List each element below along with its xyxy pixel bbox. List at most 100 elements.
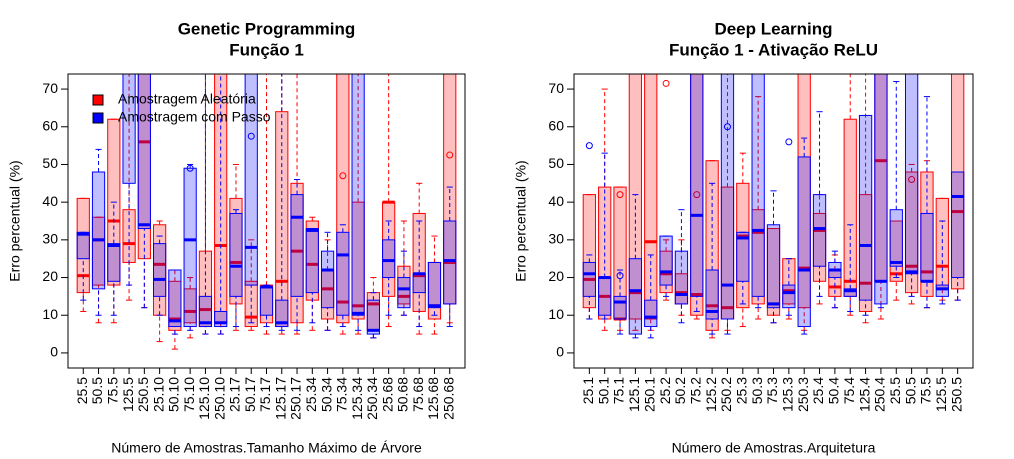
x-tick-label: 125.34 <box>349 377 365 420</box>
y-tick-label: 70 <box>42 80 58 96</box>
x-tick-label: 50.4 <box>826 377 842 404</box>
box <box>443 220 457 305</box>
outlier <box>616 191 624 199</box>
box <box>412 273 426 294</box>
box <box>107 243 121 282</box>
box <box>690 74 704 297</box>
chart-subtitle: Função 1 <box>229 40 304 59</box>
x-tick-label: 125.68 <box>425 377 441 420</box>
box <box>351 74 365 316</box>
outlier <box>693 191 701 199</box>
box <box>336 231 350 316</box>
box <box>305 228 319 294</box>
x-tick-label: 75.4 <box>841 377 857 404</box>
outlier <box>446 151 454 159</box>
box <box>843 288 857 297</box>
legend-swatch <box>92 94 104 106</box>
box <box>628 74 643 320</box>
x-tick-label: 125.17 <box>272 377 288 420</box>
box <box>812 194 827 267</box>
box <box>290 194 304 297</box>
box <box>582 261 596 297</box>
chart-title: Genetic Programming <box>178 19 356 38</box>
box <box>644 299 658 328</box>
x-tick-label: 125.5 <box>933 377 949 412</box>
outlier <box>662 79 670 87</box>
outlier <box>585 142 593 150</box>
box <box>628 258 643 335</box>
x-tick-label: 75.3 <box>764 377 780 404</box>
x-tick-label: 75.5 <box>918 377 934 404</box>
x-axis-label: Número de Amostras.Arquitetura <box>672 440 876 456</box>
outlier <box>908 176 916 184</box>
x-tick-label: 75.34 <box>334 377 350 412</box>
x-tick-label: 50.68 <box>395 377 411 412</box>
chart-title: Deep Learning <box>714 19 832 38</box>
y-axis-label: Erro percentual (%) <box>513 160 529 281</box>
box <box>397 277 411 309</box>
x-tick-label: 250.1 <box>641 377 657 412</box>
box <box>736 231 750 282</box>
outlier <box>723 123 731 131</box>
x-tick-label: 125.10 <box>196 377 212 420</box>
box <box>76 231 90 260</box>
box <box>843 118 857 297</box>
box <box>935 284 949 297</box>
x-tick-label: 125.3 <box>780 377 796 412</box>
x-tick-label: 250.34 <box>364 377 380 420</box>
box <box>797 156 811 328</box>
box <box>920 212 934 282</box>
x-tick-label: 50.1 <box>595 377 611 404</box>
y-tick-label: 60 <box>42 117 58 133</box>
x-tick-label: 75.10 <box>181 377 197 412</box>
y-tick-label: 20 <box>548 268 564 284</box>
y-tick-label: 50 <box>42 155 58 171</box>
x-tick-label: 50.5 <box>89 377 105 404</box>
y-tick-label: 40 <box>548 193 564 209</box>
box <box>705 269 719 320</box>
y-tick-label: 50 <box>548 155 564 171</box>
box <box>874 74 888 305</box>
x-tick-label: 75.1 <box>611 377 627 404</box>
box <box>782 284 796 309</box>
box <box>951 74 965 290</box>
box <box>644 74 658 320</box>
x-tick-label: 75.17 <box>257 377 273 412</box>
x-tick-label: 125.2 <box>703 377 719 412</box>
x-tick-label: 125.5 <box>120 377 136 412</box>
x-tick-label: 250.68 <box>440 377 456 420</box>
box <box>951 171 965 279</box>
x-tick-label: 75.2 <box>687 377 703 404</box>
box <box>198 295 213 328</box>
x-tick-label: 125.1 <box>626 377 642 412</box>
x-tick-label: 125.4 <box>856 377 872 412</box>
y-tick-label: 10 <box>42 306 58 322</box>
x-tick-label: 25.68 <box>379 377 395 412</box>
box <box>214 310 228 328</box>
x-tick-label: 50.3 <box>749 377 765 404</box>
plot-frame <box>573 73 974 369</box>
box <box>122 74 136 184</box>
box <box>168 269 182 328</box>
x-tick-label: 50.5 <box>902 377 918 404</box>
x-tick-label: 25.2 <box>657 377 673 404</box>
y-tick-label: 60 <box>548 117 564 133</box>
x-tick-label: 50.17 <box>242 377 258 412</box>
box <box>427 261 442 309</box>
box <box>382 239 396 279</box>
box <box>320 250 335 309</box>
legend-label: Amostragem com Passo <box>118 109 271 125</box>
y-tick-label: 20 <box>42 268 58 284</box>
x-axis-label: Número de Amostras.Tamanho Máximo de Árv… <box>111 440 422 456</box>
box <box>137 74 151 230</box>
box <box>183 167 197 328</box>
box <box>244 280 258 328</box>
y-tick-label: 30 <box>548 231 564 247</box>
x-tick-label: 50.34 <box>318 377 334 412</box>
x-tick-label: 25.10 <box>150 377 166 412</box>
x-tick-label: 25.3 <box>734 377 750 404</box>
plot-area <box>582 74 965 339</box>
legend-swatch <box>92 112 104 124</box>
box <box>751 74 765 297</box>
